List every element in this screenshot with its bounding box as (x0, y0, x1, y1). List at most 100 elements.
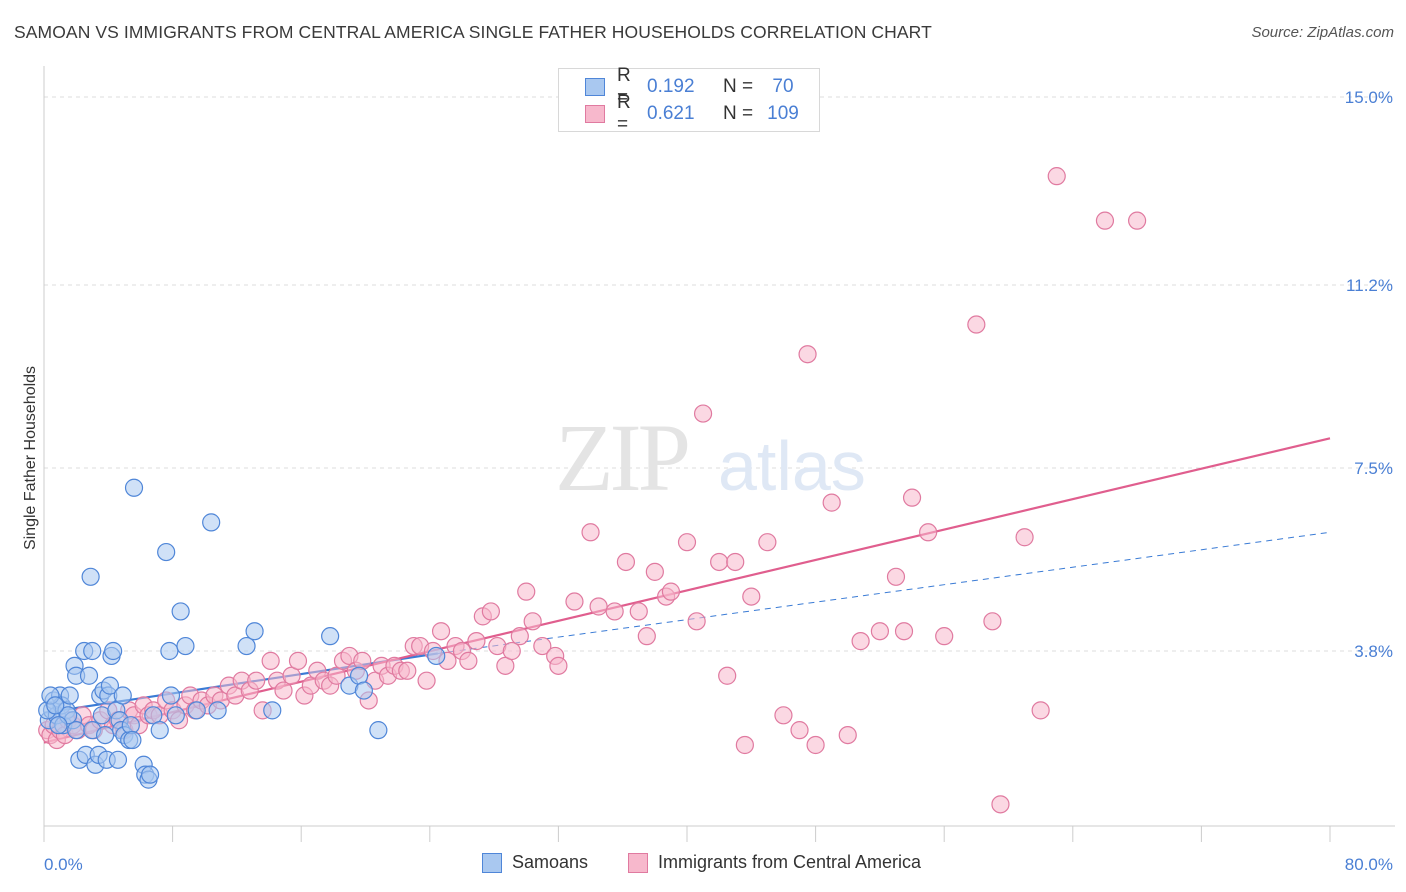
immigrants-point (1095, 211, 1115, 230)
immigrants-point (605, 602, 624, 621)
samoans-point (171, 602, 190, 621)
immigrants-point (1127, 211, 1147, 230)
immigrants-point (735, 735, 754, 755)
immigrants-point (581, 523, 600, 542)
samoans-point (150, 721, 169, 740)
immigrants-point (637, 627, 656, 646)
immigrants-point (822, 493, 841, 512)
immigrants-point (851, 632, 870, 651)
samoans-point (321, 627, 340, 646)
samoans-point (124, 478, 144, 497)
immigrants-point (616, 552, 636, 572)
r-label: R = (617, 65, 631, 108)
samoans-point (83, 641, 102, 661)
samoans-point (208, 701, 227, 720)
immigrants-point (565, 592, 584, 611)
immigrants-point (510, 627, 529, 646)
samoans-point (123, 730, 142, 750)
immigrants-point (718, 666, 737, 685)
immigrants-point (790, 721, 809, 740)
samoans-point (354, 681, 373, 700)
immigrants-swatch (585, 105, 605, 123)
x-tick-label: 0.0% (44, 855, 83, 874)
immigrants-point (919, 523, 938, 542)
watermark-atlas: atlas (718, 427, 866, 505)
immigrants-point (645, 562, 664, 581)
immigrants-point (870, 622, 890, 641)
immigrants-point (983, 612, 1002, 631)
immigrants-point (353, 651, 372, 670)
samoans-point (369, 721, 388, 740)
samoans-point (237, 636, 256, 656)
samoans-point (113, 686, 132, 705)
samoans-swatch (585, 78, 605, 96)
watermark-zip: ZIP (555, 404, 688, 511)
immigrants-point (417, 671, 436, 690)
samoans-point (166, 706, 185, 725)
y-axis-label: Single Father Households (22, 366, 39, 550)
chart-title: SAMOAN VS IMMIGRANTS FROM CENTRAL AMERIC… (14, 22, 932, 42)
samoans-point (187, 701, 206, 720)
samoans-point (160, 641, 179, 661)
immigrants-point (261, 651, 280, 670)
r-label: R = (617, 92, 631, 135)
immigrants-point (1031, 701, 1050, 720)
samoans-trend-extension (437, 531, 1331, 654)
immigrants-point (991, 795, 1010, 814)
legend-item-immigrants: Immigrants from Central America (628, 852, 921, 873)
immigrants-swatch (628, 852, 648, 873)
immigrants-point (481, 602, 500, 621)
samoans-point (49, 716, 68, 735)
source-label: Source: ZipAtlas.com (1251, 24, 1394, 41)
r-value: 0.621 (647, 103, 695, 124)
immigrants-point (459, 651, 478, 670)
samoans-swatch (482, 852, 502, 873)
immigrants-point (758, 533, 777, 552)
samoans-point (108, 750, 128, 769)
samoans-point (100, 676, 120, 695)
immigrants-legend-label: Immigrants from Central America (658, 852, 922, 872)
immigrants-point (967, 315, 986, 334)
immigrants-point (398, 661, 417, 680)
samoans-point (104, 641, 123, 661)
samoans-point (427, 646, 446, 666)
samoans-point (202, 513, 221, 532)
immigrants-point (935, 627, 954, 646)
watermark: ZIP atlas (555, 404, 866, 511)
samoans-point (46, 696, 65, 715)
immigrants-point (677, 533, 697, 552)
r-value: 0.192 (647, 76, 695, 97)
correlation-legend: R = 0.192 N = 70 R = 0.621 N = 109 (558, 65, 820, 135)
legend-row-immigrants: R = 0.621 N = 109 (585, 92, 803, 135)
samoans-point (140, 765, 160, 784)
n-value: 109 (767, 103, 799, 124)
samoans-point (263, 701, 282, 720)
immigrants-point (629, 602, 648, 621)
y-tick-label: 11.2% (1346, 276, 1393, 295)
immigrants-point (517, 582, 536, 601)
samoans-legend-label: Samoans (512, 852, 589, 872)
immigrants-point (798, 345, 817, 364)
legend-row-samoans: R = 0.192 N = 70 (585, 65, 803, 108)
legend-item-samoans: Samoans (482, 852, 588, 873)
samoans-point (161, 686, 181, 705)
immigrants-point (502, 641, 521, 661)
immigrants-point (806, 735, 825, 755)
immigrants-point (742, 587, 761, 606)
immigrants-point (710, 552, 729, 572)
y-tick-label: 3.8% (1354, 642, 1393, 661)
immigrants-point (902, 488, 922, 507)
samoans-point (157, 542, 176, 562)
tick-labels: 3.8% 7.5% 11.2% 15.0% 0.0% 80.0% (44, 88, 1393, 874)
immigrants-point (533, 636, 552, 656)
y-tick-label: 15.0% (1345, 88, 1393, 107)
samoans-point (79, 666, 99, 685)
immigrants-points (38, 167, 1147, 814)
samoans-point (95, 725, 115, 745)
immigrants-point (693, 404, 713, 423)
immigrants-point (886, 567, 906, 586)
immigrants-point (274, 681, 293, 700)
n-value: 70 (772, 76, 794, 97)
n-label: N = (723, 103, 754, 124)
